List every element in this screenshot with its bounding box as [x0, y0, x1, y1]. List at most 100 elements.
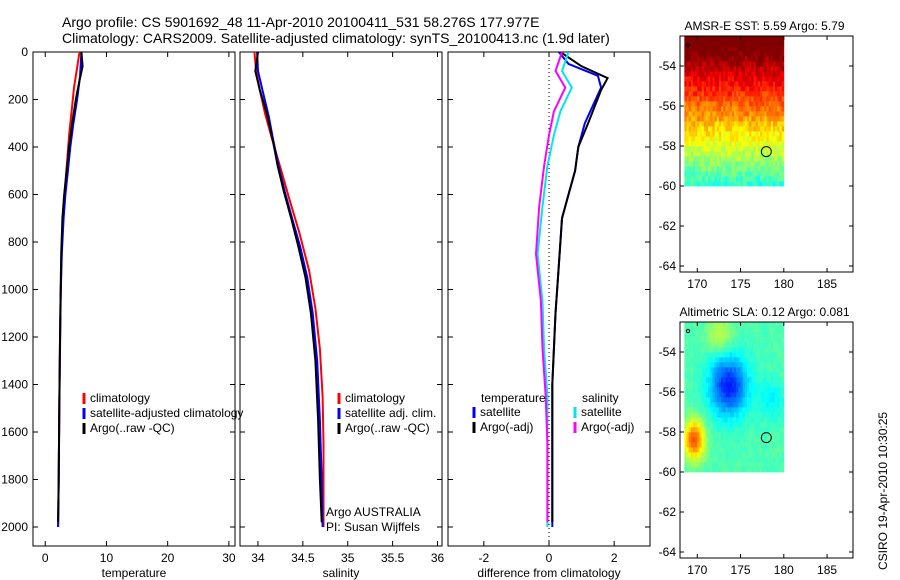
- heatmap-cell: [690, 412, 694, 418]
- heatmap-cell: [705, 171, 709, 177]
- heatmap-cell: [712, 442, 715, 448]
- heatmap-cell: [708, 352, 711, 358]
- heatmap-cell: [699, 382, 703, 388]
- heatmap-cell: [684, 101, 687, 107]
- heatmap-cell: [751, 457, 754, 463]
- heatmap-cell: [775, 171, 778, 177]
- heatmap-cell: [684, 61, 687, 67]
- heatmap-cell: [703, 136, 707, 142]
- heatmap-cell: [690, 337, 694, 343]
- heatmap-cell: [740, 332, 744, 338]
- heatmap-cell: [690, 367, 694, 373]
- heatmap-cell: [755, 76, 759, 82]
- heatmap-cell: [744, 156, 748, 162]
- heatmap-cell: [686, 422, 690, 428]
- heatmap-cell: [753, 66, 757, 72]
- heatmap-cell: [721, 166, 724, 172]
- heatmap-cell: [712, 181, 715, 187]
- heatmap-cell: [742, 342, 746, 348]
- heatmap-cell: [699, 322, 703, 328]
- heatmap-cell: [768, 81, 772, 87]
- heatmap-cell: [740, 61, 744, 67]
- heatmap-cell: [710, 332, 713, 338]
- heatmap-cell: [740, 432, 744, 438]
- heatmap-cell: [701, 121, 705, 127]
- heatmap-cell: [781, 146, 785, 152]
- heatmap-cell: [725, 422, 728, 428]
- heatmap-cell: [697, 372, 700, 378]
- heatmap-cell: [781, 367, 785, 373]
- heatmap-cell: [775, 457, 778, 463]
- heatmap-cell: [701, 126, 705, 132]
- heatmap-cell: [695, 41, 698, 47]
- heatmap-cell: [716, 397, 720, 403]
- heatmap-cell: [738, 392, 741, 398]
- heatmap-cell: [686, 146, 690, 152]
- heatmap-cell: [755, 402, 759, 408]
- heatmap-cell: [697, 332, 700, 338]
- heatmap-cell: [749, 427, 752, 433]
- heatmap-cell: [779, 176, 783, 182]
- heatmap-cell: [770, 427, 774, 433]
- heatmap-cell: [712, 136, 715, 142]
- heatmap-cell: [716, 126, 720, 132]
- heatmap-cell: [779, 467, 783, 473]
- heatmap-cell: [740, 392, 744, 398]
- heatmap-cell: [710, 121, 713, 127]
- heatmap-cell: [749, 176, 752, 182]
- heatmap-cell: [747, 467, 750, 473]
- heatmap-cell: [716, 442, 720, 448]
- heatmap-cell: [742, 41, 746, 47]
- heatmap-cell: [768, 141, 772, 147]
- heatmap-cell: [772, 51, 776, 57]
- heatmap-cell: [772, 131, 776, 137]
- heatmap-cell: [695, 377, 698, 383]
- heatmap-cell: [705, 71, 709, 77]
- heatmap-cell: [697, 166, 700, 172]
- heatmap-cell: [775, 116, 778, 122]
- heatmap-cell: [703, 91, 707, 97]
- heatmap-cell: [721, 61, 724, 67]
- heatmap-cell: [742, 131, 746, 137]
- heatmap-cell: [736, 91, 739, 97]
- heatmap-cell: [736, 141, 739, 147]
- heatmap-cell: [723, 141, 726, 147]
- heatmap-cell: [688, 452, 692, 458]
- heatmap-cell: [753, 427, 757, 433]
- heatmap-cell: [740, 412, 744, 418]
- x-tick-label: 0: [546, 551, 553, 565]
- heatmap-cell: [751, 96, 754, 102]
- heatmap-cell: [684, 327, 687, 333]
- heatmap-cell: [734, 427, 737, 433]
- heatmap-cell: [751, 61, 754, 67]
- heatmap-cell: [703, 71, 707, 77]
- heatmap-cell: [779, 86, 783, 92]
- heatmap-cell: [692, 111, 696, 117]
- heatmap-cell: [768, 467, 772, 473]
- heatmap-cell: [692, 171, 696, 177]
- heatmap-cell: [731, 151, 735, 157]
- heatmap-cell: [684, 427, 687, 433]
- heatmap-cell: [781, 422, 785, 428]
- heatmap-cell: [708, 86, 711, 92]
- heatmap-cell: [725, 156, 728, 162]
- heatmap-cell: [779, 121, 783, 127]
- heatmap-cell: [721, 357, 724, 363]
- heatmap-cell: [764, 126, 767, 132]
- heatmap-cell: [751, 86, 754, 92]
- heatmap-cell: [775, 136, 778, 142]
- heatmap-cell: [725, 71, 728, 77]
- heatmap-cell: [744, 136, 748, 142]
- heatmap-cell: [770, 131, 774, 137]
- heatmap-cell: [684, 432, 687, 438]
- heatmap-cell: [757, 352, 761, 358]
- heatmap-cell: [762, 402, 765, 408]
- heatmap-cell: [766, 136, 770, 142]
- heatmap-cell: [781, 347, 785, 353]
- heatmap-cell: [701, 432, 705, 438]
- heatmap-cell: [781, 352, 785, 358]
- heatmap-cell: [751, 347, 754, 353]
- heatmap-cell: [768, 372, 772, 378]
- series-line-temperature-argo-adj-: [551, 52, 609, 523]
- heatmap-cell: [772, 352, 776, 358]
